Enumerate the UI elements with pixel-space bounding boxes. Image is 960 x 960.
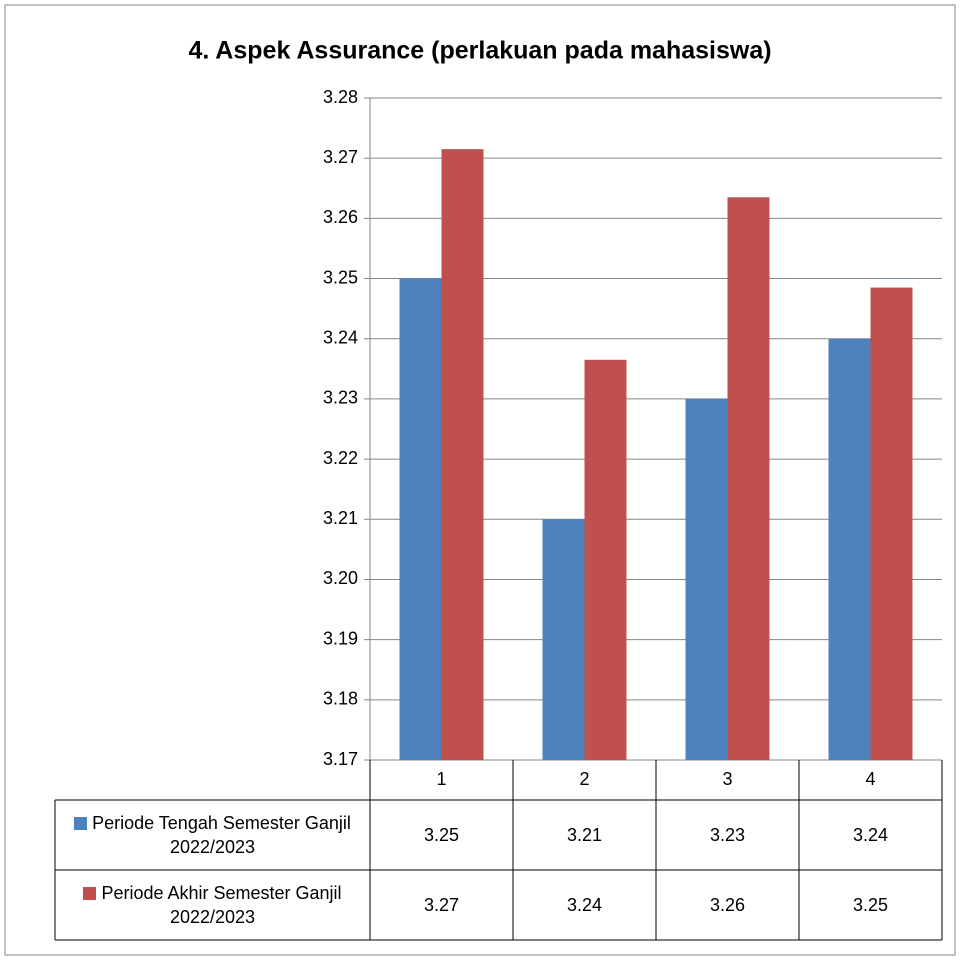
y-tick-label: 3.17 [323,749,358,769]
y-tick-label: 3.26 [323,207,358,227]
legend-cell: Periode Tengah Semester Ganjil 2022/2023 [55,800,370,870]
table-value: 3.27 [423,895,460,915]
y-tick-label: 3.20 [323,568,358,588]
table-value: 3.25 [852,895,889,915]
legend-cell: Periode Akhir Semester Ganjil 2022/2023 [55,870,370,940]
x-tick-label: 4 [865,769,875,789]
bar [727,197,770,761]
legend-label: Periode Akhir Semester Ganjil 2022/2023 [101,883,342,927]
y-tick-label: 3.28 [323,87,358,107]
bar [584,359,627,760]
legend-swatch [74,817,88,830]
bar [399,278,442,760]
y-tick-label: 3.24 [323,327,358,347]
bar [542,519,585,760]
bar [828,338,871,760]
legend-entry: Periode Tengah Semester Ganjil 2022/2023 [59,811,366,859]
y-tick-label: 3.19 [323,628,358,648]
y-tick-label: 3.25 [323,267,358,287]
y-tick-label: 3.27 [323,147,358,167]
table-value: 3.23 [709,825,746,845]
bar [441,149,484,760]
chart-title: 4. Aspek Assurance (perlakuan pada mahas… [188,37,771,65]
legend-label: Periode Tengah Semester Ganjil 2022/2023 [92,813,351,857]
y-tick-label: 3.23 [323,388,358,408]
table-value: 3.25 [423,825,460,845]
x-tick-label: 1 [436,769,446,789]
table-value: 3.24 [566,895,603,915]
x-tick-label: 2 [579,769,589,789]
table-value: 3.21 [566,825,603,845]
y-tick-label: 3.21 [323,508,358,528]
y-tick-label: 3.22 [323,448,358,468]
table-value: 3.26 [709,895,746,915]
x-tick-label: 3 [722,769,732,789]
bar [870,287,913,760]
legend-entry: Periode Akhir Semester Ganjil 2022/2023 [59,881,366,929]
bar [685,398,728,760]
legend-swatch [83,887,97,900]
table-value: 3.24 [852,825,889,845]
y-tick-label: 3.18 [323,689,358,709]
